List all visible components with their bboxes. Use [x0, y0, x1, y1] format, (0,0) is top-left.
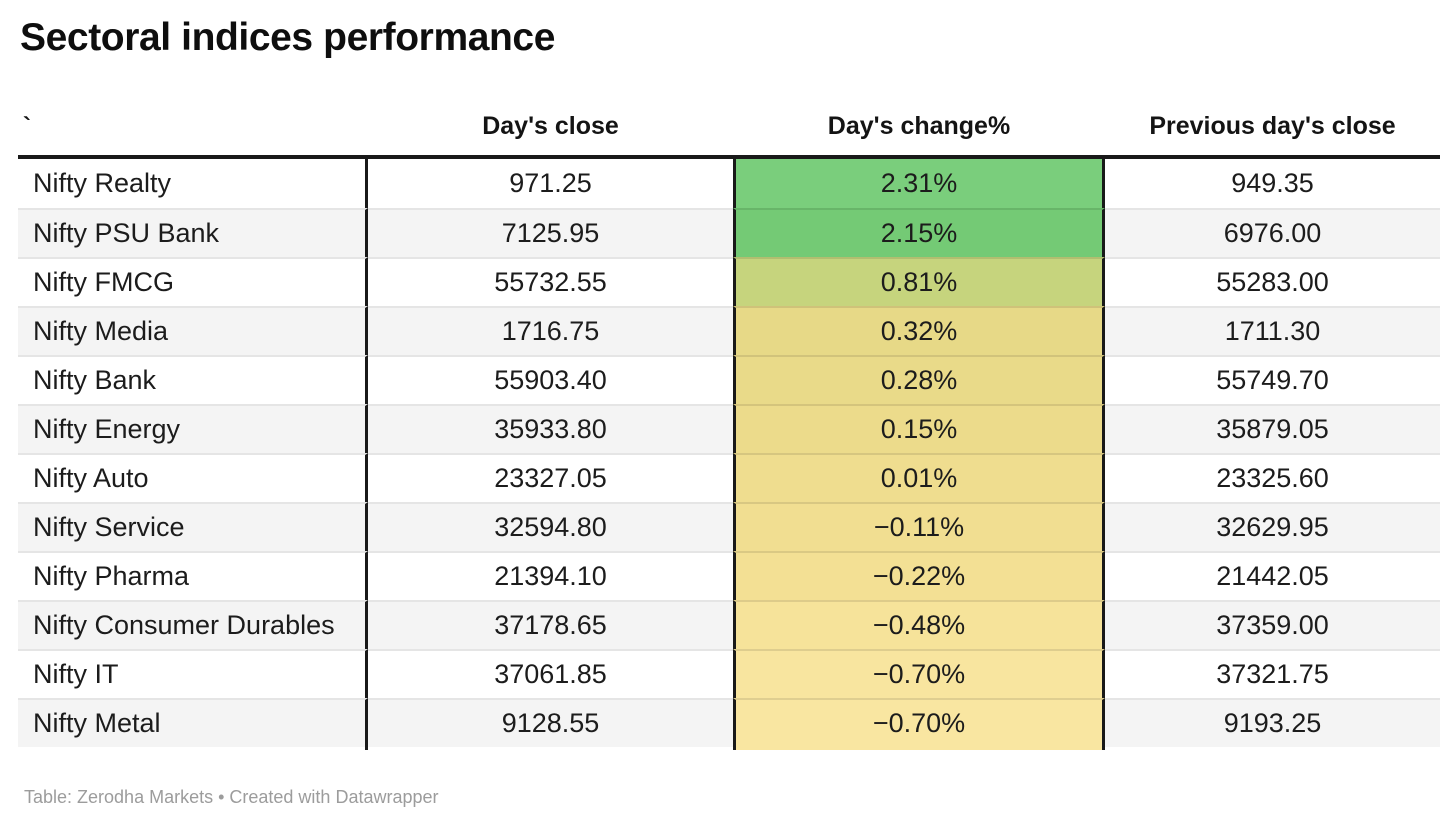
days-close-cell: 35933.80 — [368, 404, 733, 453]
table-row: Nifty Auto 23327.05 0.01% 23325.60 — [18, 453, 1440, 502]
clipped-prev-cell — [1105, 747, 1440, 750]
prev-close-cell: 55283.00 — [1105, 257, 1440, 306]
clipped-row-sliver — [18, 747, 1440, 750]
days-close-cell: 9128.55 — [368, 698, 733, 747]
days-close-cell: 55732.55 — [368, 257, 733, 306]
column-header-previous-close: Previous day's close — [1149, 112, 1396, 141]
table-row: Nifty IT 37061.85 −0.70% 37321.75 — [18, 649, 1440, 698]
days-close-cell: 55903.40 — [368, 355, 733, 404]
days-change-cell: −0.70% — [733, 649, 1105, 698]
prev-close-cell: 1711.30 — [1105, 306, 1440, 355]
row-label-cell: Nifty IT — [18, 649, 368, 698]
row-label-cell: Nifty Service — [18, 502, 368, 551]
days-change-cell: −0.48% — [733, 600, 1105, 649]
prev-close-cell: 21442.05 — [1105, 551, 1440, 600]
table-row: Nifty Service 32594.80 −0.11% 32629.95 — [18, 502, 1440, 551]
clipped-change-cell — [733, 747, 1105, 750]
row-label-cell: Nifty Consumer Durables — [18, 600, 368, 649]
clipped-close-cell — [368, 747, 733, 750]
prev-close-cell: 37321.75 — [1105, 649, 1440, 698]
prev-close-cell: 32629.95 — [1105, 502, 1440, 551]
row-label-cell: Nifty Energy — [18, 404, 368, 453]
table-row: Nifty Media 1716.75 0.32% 1711.30 — [18, 306, 1440, 355]
days-change-cell: 2.31% — [733, 159, 1105, 208]
days-change-cell: −0.11% — [733, 502, 1105, 551]
days-close-cell: 21394.10 — [368, 551, 733, 600]
attribution-text: Table: Zerodha Markets • Created with Da… — [24, 787, 439, 807]
prev-close-cell: 55749.70 — [1105, 355, 1440, 404]
row-label-cell: Nifty Realty — [18, 159, 368, 208]
column-header-index-name: ` — [23, 112, 31, 140]
days-close-cell: 971.25 — [509, 168, 592, 198]
days-change-cell: 0.32% — [733, 306, 1105, 355]
days-change-cell: −0.22% — [733, 551, 1105, 600]
table-row: Nifty Realty 971.25 2.31% 949.35 — [18, 159, 1440, 208]
row-label-cell: Nifty Pharma — [18, 551, 368, 600]
days-change-cell: 2.15% — [733, 208, 1105, 257]
days-close-cell: 37061.85 — [368, 649, 733, 698]
sectoral-indices-table: ` Day's close Day's change% Previous day… — [18, 99, 1440, 750]
days-change-cell: 0.01% — [733, 453, 1105, 502]
row-label-cell: Nifty FMCG — [18, 257, 368, 306]
row-label-cell: Nifty PSU Bank — [18, 208, 368, 257]
table-body: Nifty Realty 971.25 2.31% 949.35 Nifty PSU B… — [18, 159, 1440, 747]
prev-close-cell: 37359.00 — [1105, 600, 1440, 649]
row-label-cell: Nifty Auto — [18, 453, 368, 502]
table-row: Nifty Bank 55903.40 0.28% 55749.70 — [18, 355, 1440, 404]
prev-close-cell: 35879.05 — [1105, 404, 1440, 453]
days-close-cell: 23327.05 — [368, 453, 733, 502]
days-change-cell: 0.15% — [733, 404, 1105, 453]
row-label-cell: Nifty Metal — [18, 698, 368, 747]
column-header-days-close: Day's close — [482, 112, 619, 141]
row-label-cell: Nifty Bank — [18, 355, 368, 404]
table-row: Nifty FMCG 55732.55 0.81% 55283.00 — [18, 257, 1440, 306]
days-close-cell: 7125.95 — [368, 208, 733, 257]
clipped-label-cell — [18, 747, 368, 750]
prev-close-cell: 23325.60 — [1105, 453, 1440, 502]
days-change-cell: −0.70% — [733, 698, 1105, 747]
table-header-row: ` Day's close Day's change% Previous day… — [18, 99, 1440, 159]
row-label-cell: Nifty Media — [18, 306, 368, 355]
table-row: Nifty Consumer Durables 37178.65 −0.48% 373… — [18, 600, 1440, 649]
days-change-cell: 0.81% — [733, 257, 1105, 306]
days-close-cell: 1716.75 — [368, 306, 733, 355]
table-row: Nifty PSU Bank 7125.95 2.15% 6976.00 — [18, 208, 1440, 257]
prev-close-cell: 949.35 — [1231, 168, 1314, 198]
table-row: Nifty Pharma 21394.10 −0.22% 21442.05 — [18, 551, 1440, 600]
table-row: Nifty Metal 9128.55 −0.70% 9193.25 — [18, 698, 1440, 747]
days-close-cell: 32594.80 — [368, 502, 733, 551]
page-title: Sectoral indices performance — [20, 16, 556, 59]
prev-close-cell: 6976.00 — [1105, 208, 1440, 257]
column-header-days-change: Day's change% — [827, 112, 1011, 141]
days-change-cell: 0.28% — [733, 355, 1105, 404]
days-close-cell: 37178.65 — [368, 600, 733, 649]
table-row: Nifty Energy 35933.80 0.15% 35879.05 — [18, 404, 1440, 453]
prev-close-cell: 9193.25 — [1105, 698, 1440, 747]
